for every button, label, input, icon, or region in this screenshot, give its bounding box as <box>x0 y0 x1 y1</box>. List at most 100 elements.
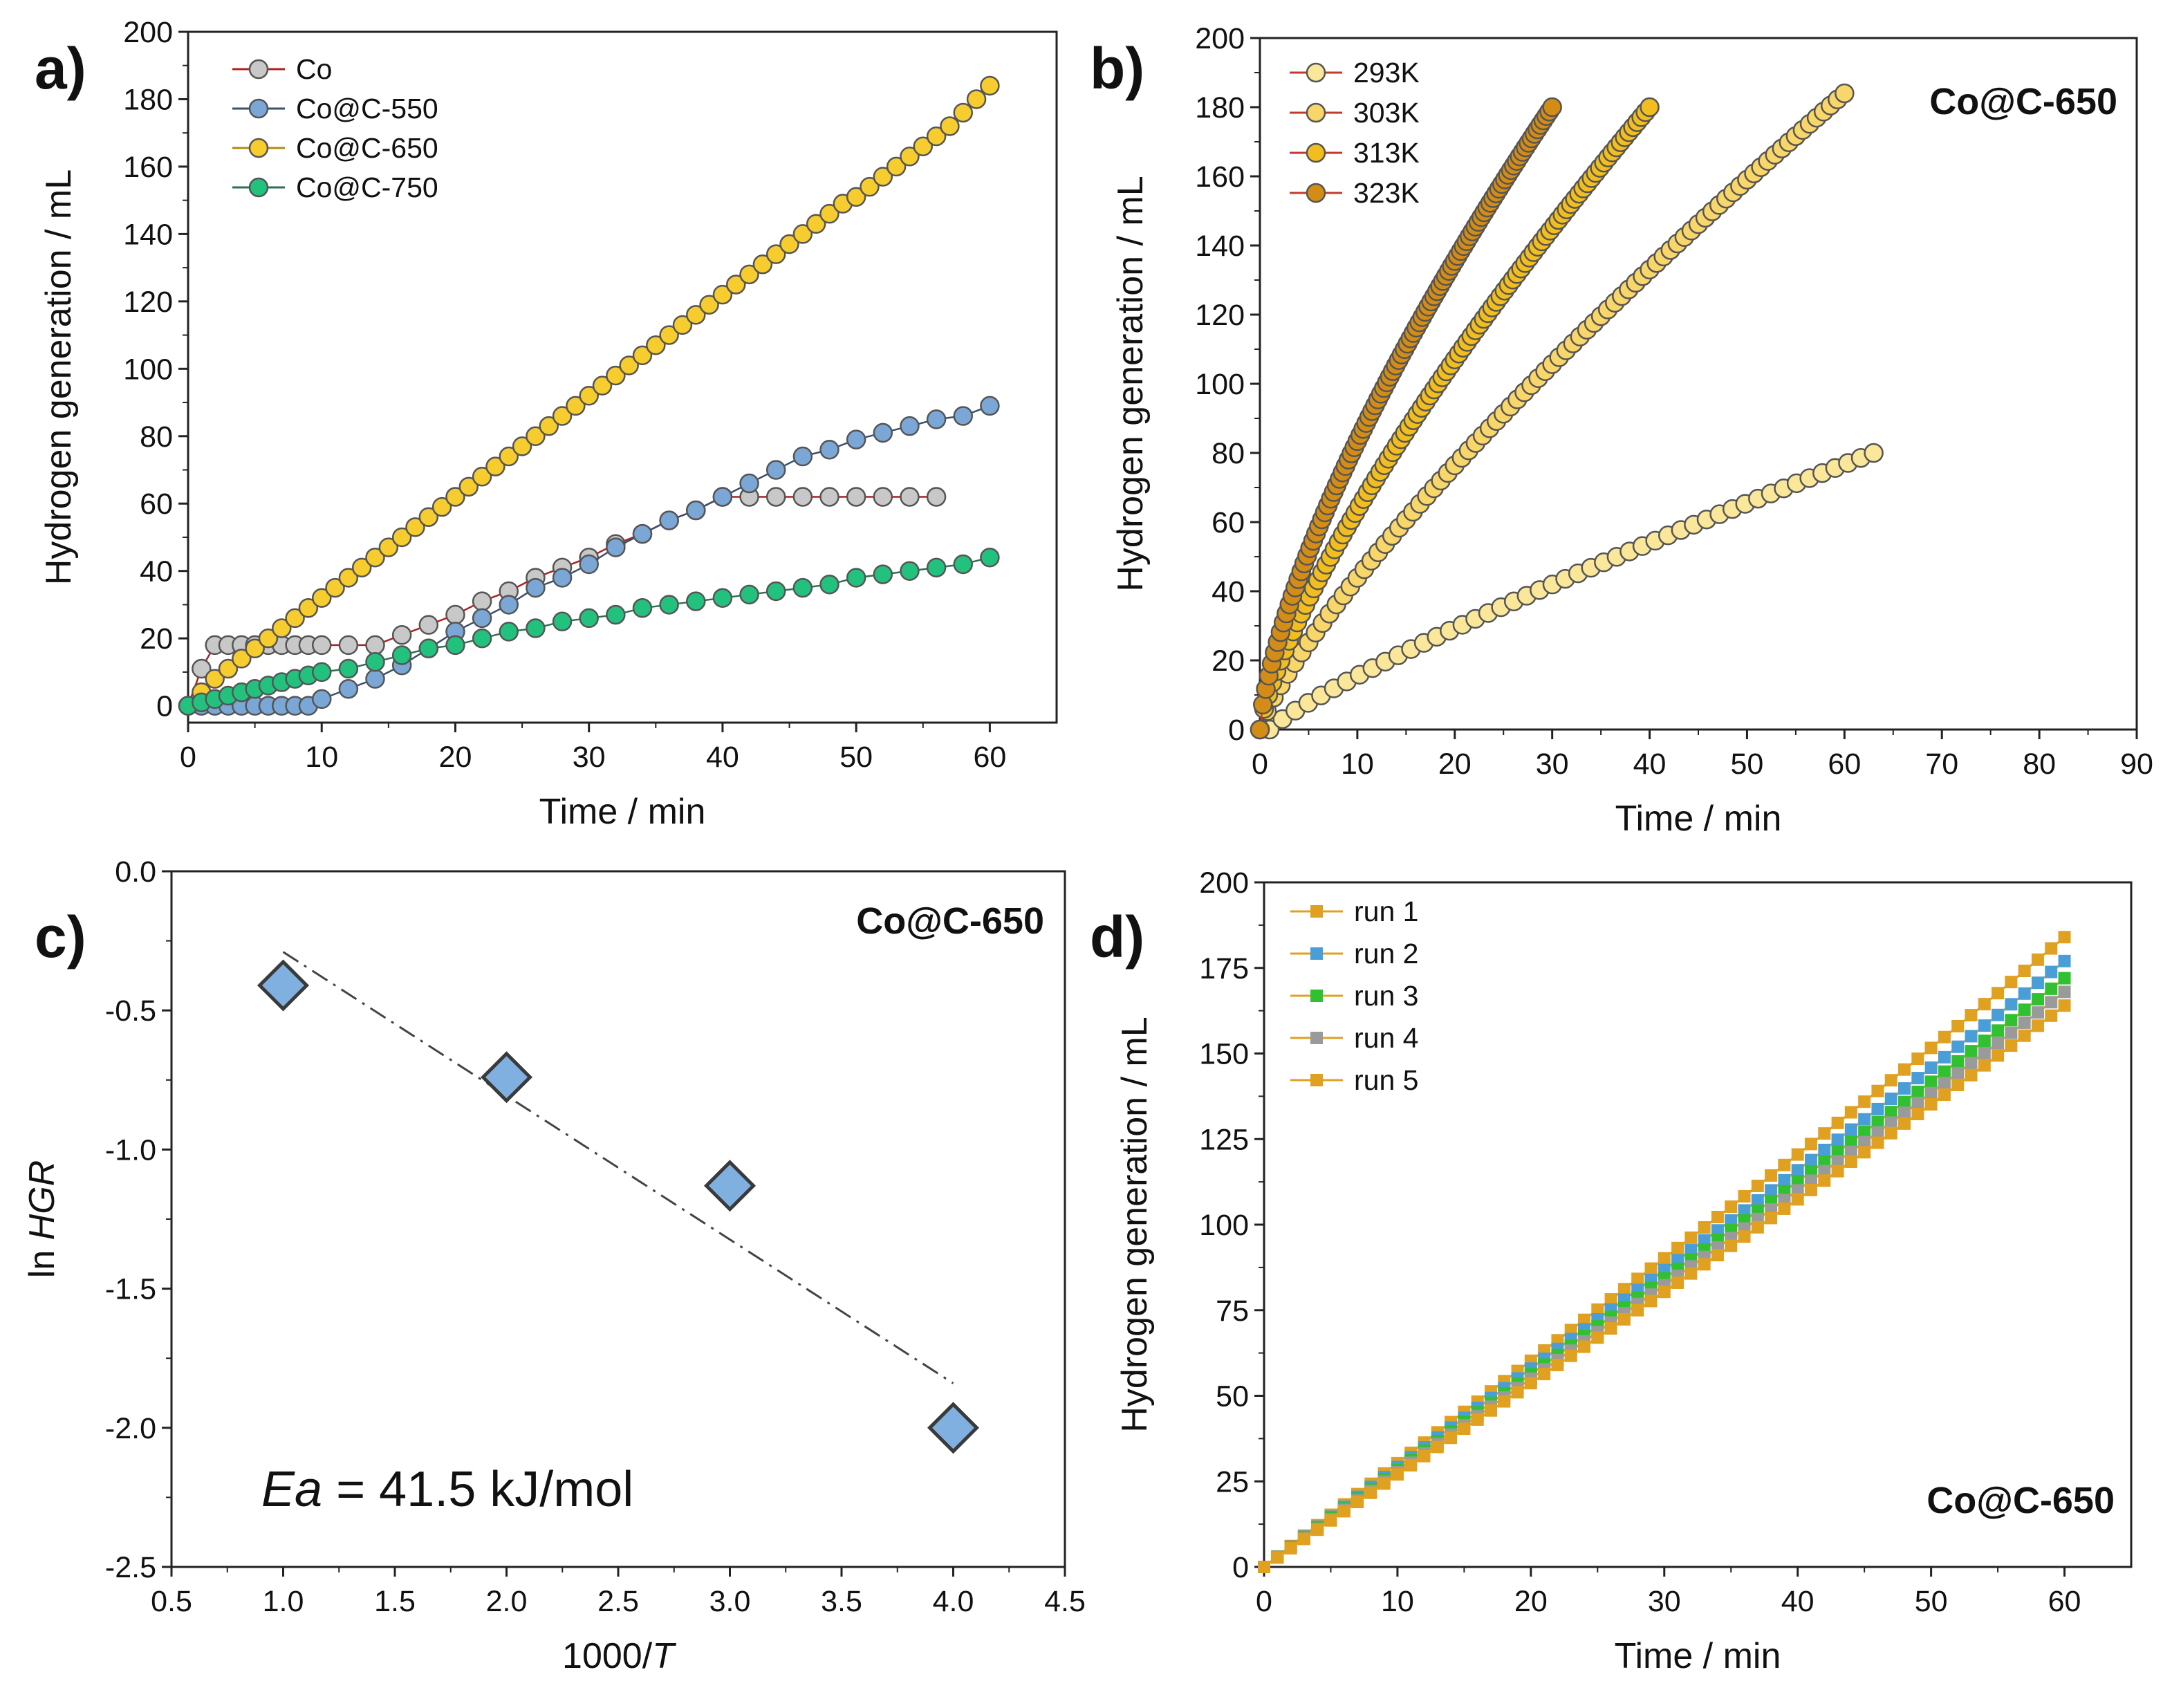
data-point-square <box>1684 1267 1698 1280</box>
data-point <box>792 224 813 244</box>
data-point-square <box>1871 1126 1884 1139</box>
data-point-square <box>1924 1098 1938 1111</box>
data-point <box>499 595 519 615</box>
data-point-square <box>1831 1155 1844 1168</box>
x-tick-label: 10 <box>1381 1585 1414 1618</box>
data-point-square <box>1458 1422 1471 1436</box>
data-point <box>953 406 973 426</box>
data-point-diamond <box>480 1051 533 1104</box>
data-point <box>391 527 412 548</box>
y-tick-label: 0 <box>156 690 173 723</box>
x-tick-label: 80 <box>2023 748 2056 781</box>
data-point-square <box>1671 1241 1684 1254</box>
data-point <box>245 638 265 659</box>
activation-energy-variable: Ea <box>261 1462 322 1517</box>
data-point <box>539 416 559 436</box>
data-point <box>846 429 866 449</box>
data-point <box>672 315 693 335</box>
plot-frame <box>187 30 1058 724</box>
y-axis-title: Hydrogen generation / mL <box>39 169 79 585</box>
x-tick-label: 40 <box>1781 1585 1814 1618</box>
y-tick-label: 200 <box>1199 866 1249 900</box>
data-point-square <box>1391 1468 1404 1481</box>
data-point-square <box>1978 998 1991 1011</box>
data-point <box>846 487 866 507</box>
legend-label: Co@C-650 <box>296 132 438 164</box>
data-point <box>632 523 653 544</box>
y-tick-label: 160 <box>1195 160 1245 194</box>
y-tick-label: 50 <box>1216 1380 1249 1413</box>
data-point-square <box>1311 1523 1324 1537</box>
data-point-square <box>1778 1173 1791 1187</box>
y-axis-title-variable: HGR <box>22 1160 62 1241</box>
x-tick-label: 20 <box>1514 1585 1548 1618</box>
data-point-square <box>1884 1074 1897 1087</box>
data-point-square <box>1938 1050 1951 1064</box>
data-point <box>779 234 799 254</box>
data-point-square <box>1992 1024 2005 1037</box>
legend-label: run 4 <box>1354 1022 1418 1054</box>
data-point-square <box>2005 998 2018 1011</box>
legend: run 1 run 2 run 3 run 4 run 5 <box>1290 895 1418 1096</box>
data-point <box>606 537 626 557</box>
legend-label: run 2 <box>1354 938 1418 969</box>
data-point-square <box>1324 1514 1337 1527</box>
data-point <box>712 487 733 507</box>
x-tick-label: 1.0 <box>263 1585 304 1618</box>
data-point-square <box>1831 1116 1844 1129</box>
data-point <box>819 203 839 224</box>
panel-label: d) <box>1090 904 1144 969</box>
data-point <box>873 564 893 584</box>
data-point <box>926 126 947 147</box>
y-tick-label: 40 <box>1212 575 1245 609</box>
data-point-square <box>1844 1106 1857 1119</box>
data-point-square <box>1404 1458 1418 1472</box>
y-tick-label: 60 <box>1212 506 1245 539</box>
panel-b-temperature-dependence: 0 10 20 30 40 50 60 70 80 90 0 20 40 60 80 100 120 140 160… <box>1090 22 2153 839</box>
data-point-square <box>1818 1155 1831 1169</box>
data-point-square <box>1938 1030 1951 1043</box>
data-point <box>980 75 1000 96</box>
data-point <box>325 577 345 598</box>
data-point <box>1250 719 1270 740</box>
data-point-square <box>1844 1145 1857 1158</box>
legend-label: run 3 <box>1354 980 1418 1012</box>
data-point-square <box>2045 965 2058 978</box>
y-tick-label: 60 <box>140 488 173 521</box>
data-point <box>900 487 920 507</box>
data-point-square <box>1377 1477 1391 1490</box>
y-tick-label: 150 <box>1199 1038 1249 1071</box>
legend-label: 323K <box>1353 177 1420 209</box>
linear-fit-line <box>282 951 954 1384</box>
data-point <box>1864 443 1884 463</box>
data-point <box>552 406 573 426</box>
data-point-square <box>1644 1262 1658 1275</box>
y-axis-title: Hydrogen generation / mL <box>1111 176 1151 591</box>
series-ln-hgr <box>257 959 980 1454</box>
data-point-square <box>1725 1214 1738 1227</box>
data-point <box>192 658 212 679</box>
data-point <box>338 568 359 588</box>
data-point-square <box>1538 1368 1551 1381</box>
data-point <box>632 345 653 366</box>
x-tick-label: 0.5 <box>151 1585 192 1618</box>
data-point-square <box>1564 1349 1577 1362</box>
data-point <box>606 604 626 625</box>
data-point <box>472 628 492 649</box>
data-point-square <box>2005 1026 2018 1039</box>
data-point <box>272 618 292 638</box>
data-point <box>953 554 973 575</box>
x-tick-label: 4.0 <box>933 1585 974 1618</box>
data-point <box>338 679 359 699</box>
x-tick-label: 30 <box>1648 1585 1681 1618</box>
data-point-square <box>1698 1220 1711 1234</box>
data-point-square <box>1898 1117 1911 1130</box>
y-tick-label: -0.5 <box>105 994 156 1028</box>
y-tick-label: 120 <box>123 286 173 319</box>
data-point-square <box>2058 931 2071 944</box>
data-point-square <box>1658 1252 1671 1265</box>
data-point-square <box>1778 1158 1791 1171</box>
data-point <box>900 561 920 581</box>
data-point-square <box>2005 1014 2018 1027</box>
